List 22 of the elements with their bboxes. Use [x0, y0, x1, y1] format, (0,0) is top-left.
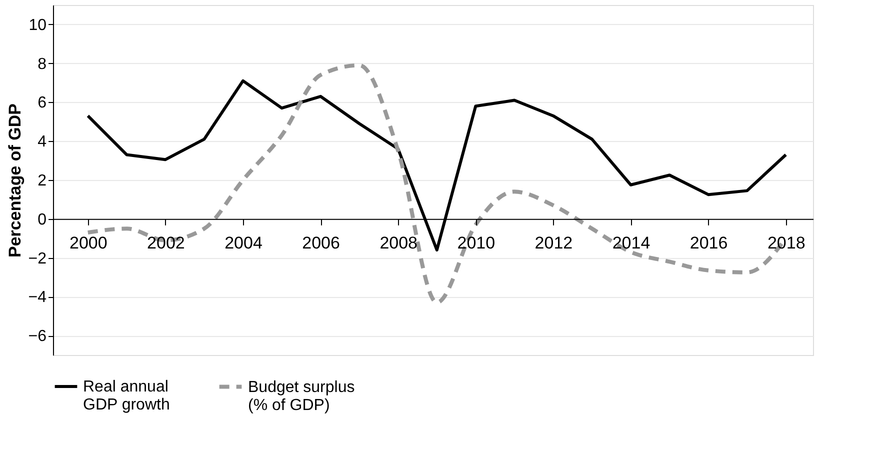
legend-label: Real annual GDP growth — [83, 378, 170, 414]
x-tick-label: 2012 — [534, 233, 573, 252]
y-tick-label: 2 — [38, 172, 47, 190]
x-tick-label: 2014 — [612, 233, 650, 252]
y-tick-label: 6 — [38, 94, 47, 112]
x-tick-label: 2006 — [302, 233, 340, 252]
y-tick-label: −6 — [28, 328, 47, 346]
legend-label: Budget surplus (% of GDP) — [248, 378, 355, 414]
y-tick-label: −2 — [28, 250, 47, 268]
x-tick-label: 2002 — [147, 233, 185, 252]
y-tick-label: 10 — [28, 16, 47, 34]
x-tick-label: 2000 — [69, 233, 108, 252]
y-tick-label: −4 — [28, 289, 47, 306]
y-tick-label: 0 — [38, 211, 47, 228]
x-tick-label: 2008 — [380, 233, 418, 252]
x-tick-label: 2016 — [690, 233, 728, 252]
x-tick-label: 2010 — [457, 233, 496, 252]
y-tick-label: 8 — [38, 56, 47, 73]
y-tick-label: 4 — [38, 134, 47, 151]
x-tick-label: 2004 — [224, 233, 262, 252]
y-axis-title: Percentage of GDP — [5, 104, 24, 258]
x-tick-label: 2018 — [767, 233, 806, 252]
